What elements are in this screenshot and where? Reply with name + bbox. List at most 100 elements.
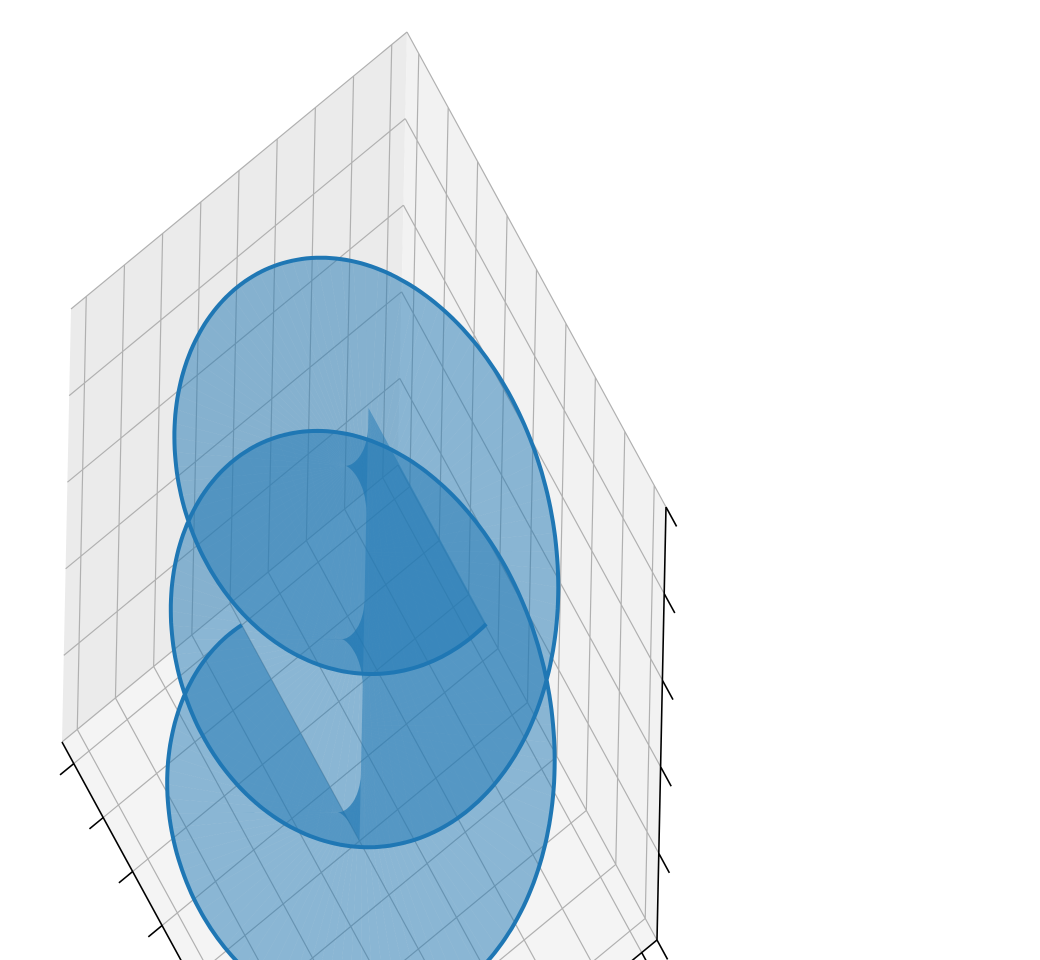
surface-facet bbox=[361, 758, 447, 960]
surface-facet bbox=[361, 724, 555, 743]
surface-facet bbox=[304, 257, 367, 506]
surface-facet bbox=[361, 736, 548, 848]
surface-facet bbox=[199, 657, 360, 834]
surface-facet bbox=[177, 804, 361, 871]
surface-facet bbox=[361, 745, 523, 924]
surface-facet bbox=[259, 267, 367, 499]
surface-facet bbox=[167, 755, 360, 820]
surface-facet bbox=[174, 555, 364, 650]
surface-facet bbox=[361, 750, 498, 960]
surface-facet bbox=[269, 263, 367, 500]
surface-facet bbox=[170, 728, 360, 823]
grid-x-wall bbox=[644, 485, 655, 919]
surface-facet bbox=[361, 756, 460, 960]
surface-facet bbox=[235, 451, 364, 668]
surface-facet bbox=[167, 769, 360, 818]
grid-z-left bbox=[68, 118, 406, 397]
x-axis-line bbox=[61, 741, 182, 960]
x-tick bbox=[59, 762, 75, 776]
surface-facet bbox=[362, 601, 529, 715]
grid-y-wall bbox=[114, 264, 126, 698]
surface-facet bbox=[192, 668, 360, 832]
surface-facet bbox=[361, 763, 412, 960]
surface-facet bbox=[186, 678, 360, 831]
surface-facet bbox=[361, 734, 551, 831]
surface-facet bbox=[292, 258, 367, 504]
surface-facet bbox=[177, 542, 364, 652]
grid-y-floor bbox=[76, 729, 204, 960]
grid-z-left bbox=[70, 31, 408, 310]
surface-facet bbox=[362, 540, 499, 708]
surface-facet bbox=[181, 690, 360, 829]
surface-facet bbox=[361, 761, 423, 960]
surface-facet bbox=[174, 806, 361, 857]
grid-y-wall bbox=[153, 233, 164, 667]
surface-facet bbox=[362, 652, 545, 721]
surface-facet bbox=[361, 752, 489, 960]
surface-facet bbox=[362, 501, 470, 703]
surface-facet bbox=[280, 260, 367, 502]
surface-facet bbox=[167, 798, 361, 814]
surface-facet bbox=[255, 440, 364, 672]
surface-facet bbox=[171, 808, 361, 843]
surface-facet bbox=[288, 431, 363, 677]
surface-facet bbox=[362, 437, 375, 688]
surface-facet bbox=[266, 436, 363, 674]
surface-facet bbox=[362, 635, 540, 719]
surface-facet bbox=[362, 670, 549, 722]
surface-facet bbox=[361, 706, 553, 726]
grid-z-right bbox=[404, 118, 665, 594]
surface-facet bbox=[218, 466, 364, 665]
surface-facet bbox=[361, 768, 381, 960]
surface-facet bbox=[171, 582, 364, 647]
z-tick bbox=[659, 766, 672, 787]
surface-facet bbox=[202, 484, 364, 661]
surface-facet bbox=[339, 601, 365, 847]
x-tick bbox=[147, 924, 163, 938]
surface-facet bbox=[327, 602, 365, 845]
surface-facet bbox=[187, 801, 361, 898]
y-tick bbox=[641, 952, 647, 960]
surface-facet bbox=[171, 625, 364, 641]
grid-x-wall bbox=[615, 431, 626, 865]
surface-facet bbox=[232, 625, 360, 841]
surface-facet bbox=[362, 442, 388, 690]
z-tick bbox=[656, 939, 669, 960]
surface-facet bbox=[361, 749, 507, 949]
grid-x-wall bbox=[556, 323, 567, 757]
surface-facet bbox=[222, 632, 360, 840]
surface-facet bbox=[365, 264, 379, 515]
surface-facet bbox=[177, 702, 360, 827]
surface-facet bbox=[185, 517, 364, 656]
surface-facet bbox=[206, 648, 360, 836]
grid-z-right bbox=[406, 31, 667, 508]
surface-facet bbox=[300, 431, 363, 679]
surface-facet bbox=[200, 797, 361, 924]
surface-facet bbox=[362, 513, 480, 704]
surface-facet bbox=[362, 470, 436, 697]
helicoid-surface bbox=[167, 257, 559, 960]
surface-facet bbox=[214, 639, 360, 838]
surface-facet bbox=[362, 526, 490, 706]
surface-facet bbox=[361, 727, 555, 761]
surface-facet bbox=[362, 447, 400, 692]
surface-facet bbox=[362, 479, 448, 699]
surface-facet bbox=[362, 454, 413, 694]
x-tick bbox=[88, 816, 104, 830]
surface-facet bbox=[361, 738, 545, 864]
z-axis-line bbox=[656, 506, 667, 941]
surface-facet bbox=[342, 774, 361, 960]
surface-facet bbox=[173, 715, 360, 825]
surface-facet bbox=[349, 434, 363, 686]
surface-facet bbox=[361, 765, 401, 960]
surface-facet bbox=[362, 490, 459, 701]
surface-facet bbox=[353, 261, 367, 513]
surface-facet bbox=[207, 795, 361, 936]
grid-x-wall bbox=[585, 377, 596, 811]
surface-facet bbox=[361, 741, 535, 895]
grid-y-wall bbox=[76, 296, 87, 730]
surface-facet bbox=[182, 803, 361, 885]
z-tick bbox=[665, 506, 678, 527]
surface-facet bbox=[245, 445, 364, 670]
surface-facet bbox=[233, 790, 361, 960]
